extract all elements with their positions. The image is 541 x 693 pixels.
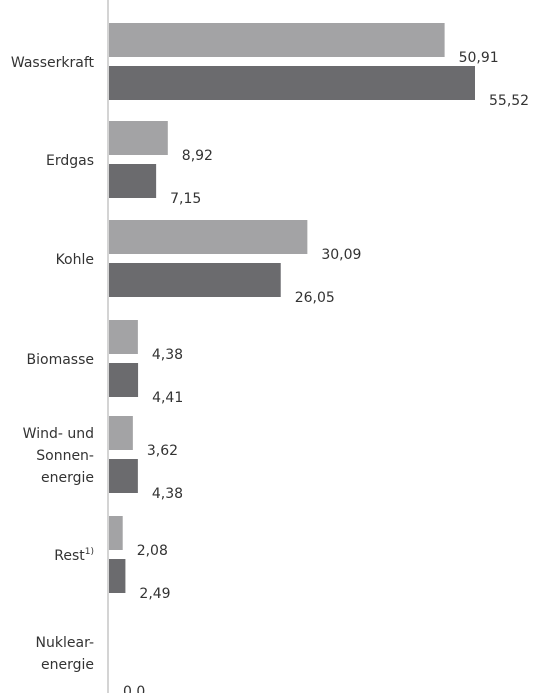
category-label-1: Erdgas [46, 153, 94, 169]
category-label-line: Biomasse [27, 352, 94, 368]
bar-2-1 [109, 164, 157, 198]
value-label-2-6: 0,0 [123, 684, 145, 693]
category-label-3: Biomasse [27, 352, 94, 368]
category-label-line: Nuklear- [36, 635, 94, 651]
category-label-5: Rest1) [54, 547, 94, 564]
category-label-line: energie [41, 657, 94, 673]
labels-layer: 50,91 55,52 Wasserkraft 8,92 7,15 Erdgas 30,09… [11, 50, 529, 693]
category-label-line: Erdgas [46, 153, 94, 169]
value-label-1-0: 50,91 [459, 50, 499, 66]
value-label-2-3: 4,41 [152, 390, 183, 406]
value-label-2-0: 55,52 [489, 93, 529, 109]
category-label-line: Wasserkraft [11, 55, 95, 71]
bar-1-1 [109, 121, 168, 155]
bar-2-4 [109, 459, 138, 493]
value-label-2-1: 7,15 [170, 191, 201, 207]
value-label-2-5: 2,49 [139, 586, 170, 602]
value-label-2-2: 26,05 [295, 290, 335, 306]
bar-1-4 [109, 416, 133, 450]
bars-layer [109, 23, 475, 593]
category-label-line: Sonnen- [36, 448, 94, 464]
value-label-2-4: 4,38 [152, 486, 183, 502]
category-label-0: Wasserkraft [11, 55, 95, 71]
category-label-line: Rest [54, 548, 85, 564]
category-label-line: Wind- und [23, 426, 94, 442]
bar-2-3 [109, 363, 139, 397]
bar-1-3 [109, 320, 138, 354]
value-label-1-5: 2,08 [137, 543, 168, 559]
bar-2-5 [109, 559, 126, 593]
category-footnote-marker: 1) [85, 547, 94, 557]
category-label-line: Kohle [56, 252, 94, 268]
category-label-line: energie [41, 470, 94, 486]
category-label-6: Nuklear-energie [36, 635, 94, 673]
bar-1-0 [109, 23, 445, 57]
value-label-1-2: 30,09 [321, 247, 361, 263]
bar-2-2 [109, 263, 281, 297]
value-label-1-1: 8,92 [182, 148, 213, 164]
category-label-2: Kohle [56, 252, 94, 268]
value-label-1-4: 3,62 [147, 443, 178, 459]
bar-1-5 [109, 516, 123, 550]
bar-1-2 [109, 220, 308, 254]
value-label-1-3: 4,38 [152, 347, 183, 363]
bar-2-0 [109, 66, 475, 100]
category-label-4: Wind- und Sonnen-energie [23, 426, 94, 486]
